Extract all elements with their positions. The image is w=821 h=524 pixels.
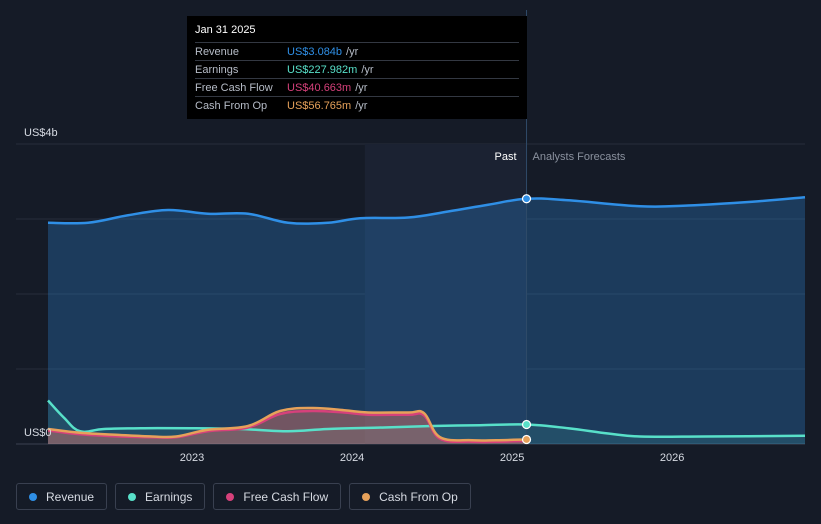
tooltip-value: US$227.982m bbox=[287, 63, 358, 76]
y-axis-bottom-label: US$0 bbox=[24, 427, 52, 439]
series-lines bbox=[47, 196, 806, 444]
financial-chart: 2023 2024 2025 2026 US$4b US$0 Past Analyst… bbox=[16, 10, 806, 464]
forecast-label: Analysts Forecasts bbox=[533, 151, 626, 163]
tooltip-row-earnings: Earnings US$227.982m /yr bbox=[195, 60, 519, 78]
legend-dot-icon bbox=[362, 492, 371, 501]
legend-label: Cash From Op bbox=[379, 489, 458, 504]
tooltip-label: Cash From Op bbox=[195, 99, 268, 112]
y-axis-top-label: US$4b bbox=[24, 127, 58, 139]
legend-dot-icon bbox=[226, 492, 235, 501]
cash-from-op-line bbox=[47, 406, 527, 442]
legend-item-free-cash-flow[interactable]: Free Cash Flow bbox=[213, 483, 342, 510]
legend: Revenue Earnings Free Cash Flow Cash Fro… bbox=[16, 483, 471, 510]
revenue-line bbox=[47, 196, 806, 225]
area-fills bbox=[48, 197, 805, 444]
tooltip-unit: /yr bbox=[361, 63, 374, 76]
past-label: Past bbox=[495, 151, 517, 163]
legend-item-earnings[interactable]: Earnings bbox=[115, 483, 206, 510]
tooltip-value: US$40.663m bbox=[287, 81, 352, 94]
x-axis: 2023 2024 2025 2026 bbox=[180, 452, 685, 464]
data-tooltip: Jan 31 2025 Revenue US$3.084b /yr Earnin… bbox=[187, 16, 527, 119]
legend-item-revenue[interactable]: Revenue bbox=[16, 483, 108, 510]
earnings-marker bbox=[521, 419, 532, 430]
legend-dot-icon bbox=[128, 492, 137, 501]
legend-dot-icon bbox=[29, 492, 37, 501]
revenue-marker bbox=[521, 194, 532, 204]
series-markers bbox=[521, 194, 532, 445]
x-tick-label: 2026 bbox=[660, 452, 684, 464]
tooltip-label: Earnings bbox=[195, 63, 239, 76]
tooltip-row-free-cash-flow: Free Cash Flow US$40.663m /yr bbox=[195, 78, 519, 96]
legend-label: Revenue bbox=[46, 489, 95, 504]
cash-from-op-marker bbox=[521, 434, 532, 445]
legend-label: Free Cash Flow bbox=[243, 489, 329, 504]
tooltip-row-cash-from-op: Cash From Op US$56.765m /yr bbox=[195, 96, 519, 114]
past-shade-region bbox=[364, 144, 527, 444]
cash-from-op-area bbox=[48, 407, 527, 444]
revenue-area bbox=[48, 197, 805, 444]
x-tick-label: 2024 bbox=[340, 452, 364, 464]
tooltip-row-revenue: Revenue US$3.084b /yr bbox=[195, 42, 519, 60]
tooltip-value: US$56.765m bbox=[287, 99, 352, 112]
earnings-line bbox=[47, 399, 806, 439]
legend-label: Earnings bbox=[145, 489, 193, 504]
tooltip-unit: /yr bbox=[346, 45, 359, 58]
x-tick-label: 2025 bbox=[500, 452, 524, 464]
tooltip-value: US$3.084b bbox=[287, 45, 343, 58]
free-cash-flow-area bbox=[48, 410, 527, 444]
tooltip-unit: /yr bbox=[355, 99, 368, 112]
earnings-area bbox=[48, 400, 805, 444]
legend-item-cash-from-op[interactable]: Cash From Op bbox=[349, 483, 471, 510]
tooltip-date: Jan 31 2025 bbox=[195, 24, 256, 36]
tooltip-unit: /yr bbox=[355, 81, 368, 94]
tooltip-label: Free Cash Flow bbox=[195, 81, 273, 94]
tooltip-label: Revenue bbox=[195, 45, 240, 58]
x-tick-label: 2023 bbox=[180, 452, 204, 464]
